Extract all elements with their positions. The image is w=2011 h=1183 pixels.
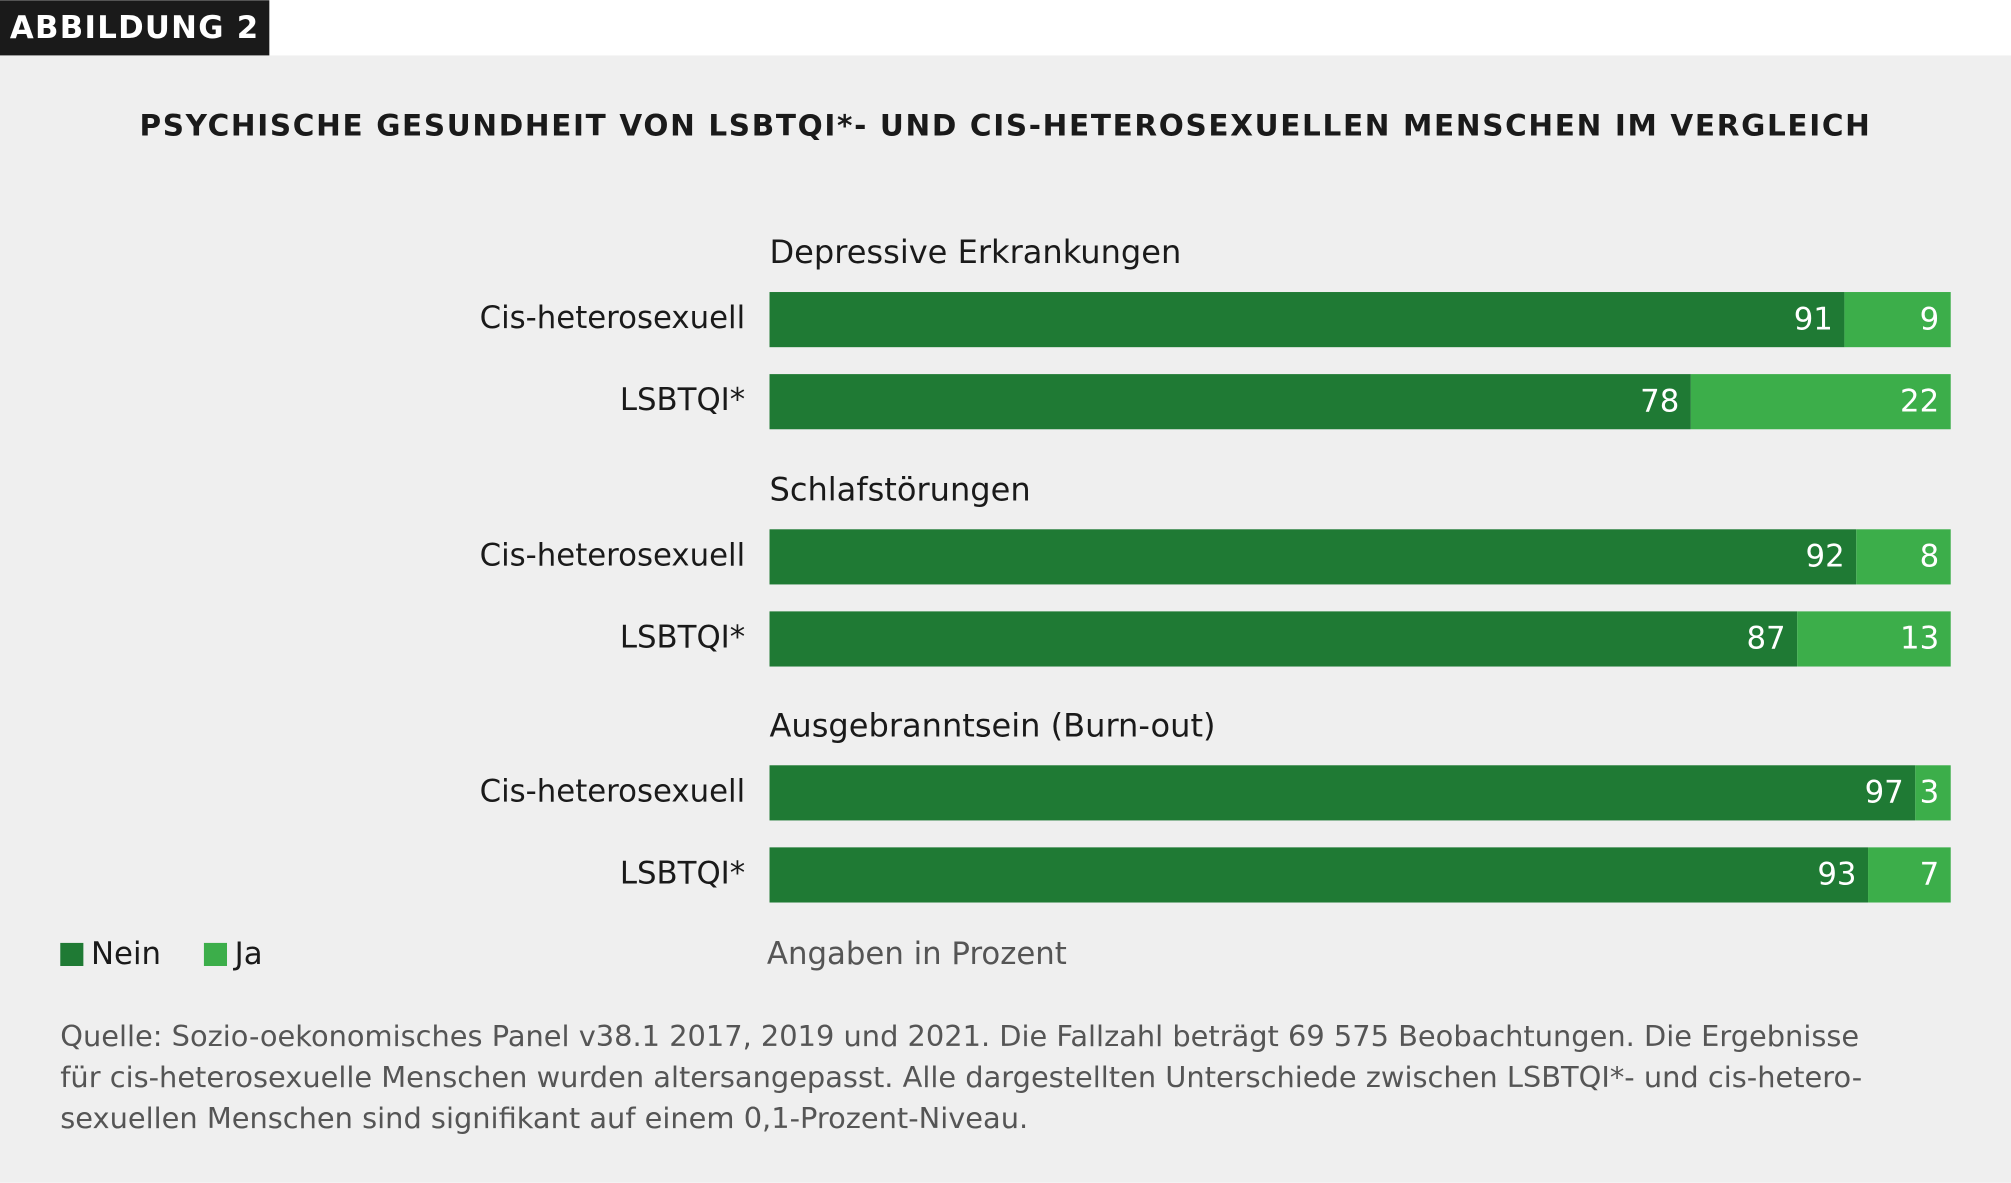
bar-segment — [1844, 292, 1951, 348]
value-label: 78 — [1640, 383, 1679, 419]
value-label: 97 — [1865, 775, 1904, 811]
bar-segment — [1868, 847, 1951, 903]
badge-box — [0, 0, 270, 56]
value-label: 9 — [1920, 301, 1940, 337]
category-label: LSBTQI* — [620, 619, 745, 655]
legend-swatch — [60, 942, 84, 966]
source-line: Quelle: Sozio-oekonomisches Panel v38.1 … — [60, 1019, 1859, 1053]
category-label: Cis-heterosexuell — [480, 537, 746, 573]
bar-segment — [769, 529, 1857, 585]
category-label: Cis-heterosexuell — [480, 773, 746, 809]
category-label: LSBTQI* — [620, 855, 745, 891]
bar-segment — [769, 374, 1691, 430]
legend-label: Ja — [233, 936, 263, 972]
category-label: LSBTQI* — [620, 382, 745, 418]
value-label: 22 — [1900, 383, 1939, 419]
bar-segment — [769, 292, 1845, 348]
group-title: Ausgebranntsein (Burn-out) — [770, 706, 1216, 744]
bar-segment — [1915, 765, 1951, 821]
bar-segment — [769, 847, 1869, 903]
bar-segment — [769, 765, 1916, 821]
value-label: 87 — [1746, 621, 1785, 657]
source-line: sexuellen Menschen sind signifikant auf … — [60, 1101, 1028, 1135]
group-title: Schlafstörungen — [770, 470, 1031, 508]
value-label: 91 — [1794, 301, 1833, 337]
legend-swatch — [203, 942, 228, 966]
source-line: für cis-heterosexuelle Menschen wurden a… — [60, 1060, 1862, 1094]
bar-segment — [769, 611, 1798, 667]
bar-segment — [1690, 374, 1951, 430]
legend-label: Nein — [91, 936, 161, 972]
badge: ABBILDUNG 2 — [10, 10, 260, 46]
chart-title: PSYCHISCHE GESUNDHEIT VON LSBTQI*- UND C… — [139, 109, 1871, 143]
value-label: 8 — [1920, 539, 1940, 575]
value-label: 13 — [1900, 621, 1939, 657]
category-label: Cis-heterosexuell — [480, 300, 746, 336]
bar-segment — [1856, 529, 1951, 585]
group-title: Depressive Erkrankungen — [770, 233, 1182, 271]
bar-segment — [1797, 611, 1951, 667]
value-label: 92 — [1806, 539, 1845, 575]
value-label: 3 — [1920, 775, 1940, 811]
value-label: 93 — [1817, 857, 1856, 893]
unit-note: Angaben in Prozent — [767, 936, 1067, 972]
value-label: 7 — [1920, 857, 1940, 893]
